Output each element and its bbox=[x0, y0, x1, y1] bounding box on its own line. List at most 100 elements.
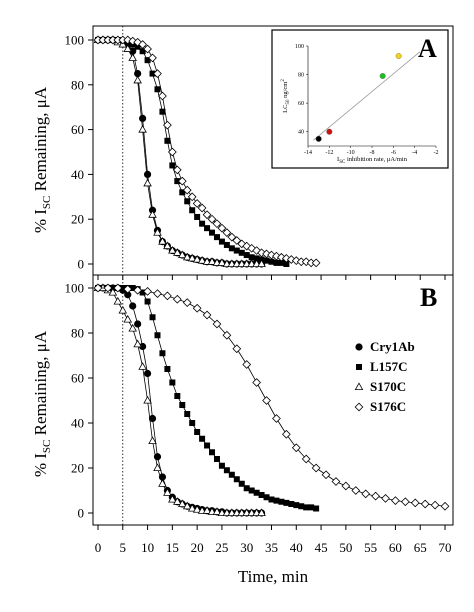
data-point-l157c bbox=[308, 504, 315, 511]
data-point-l157c bbox=[134, 43, 141, 50]
data-point-s170c bbox=[257, 508, 266, 516]
plot-frame bbox=[92, 274, 454, 526]
data-point-s176c bbox=[242, 360, 252, 369]
data-point-l157c bbox=[238, 249, 245, 256]
data-point-l157c bbox=[213, 234, 220, 241]
data-point-s170c bbox=[133, 75, 142, 84]
data-point-cry1ab bbox=[129, 302, 137, 310]
data-point-s176c bbox=[222, 330, 232, 340]
data-point-l157c bbox=[223, 467, 230, 474]
data-point-l157c bbox=[184, 411, 191, 417]
data-point-l157c bbox=[184, 198, 191, 205]
y-tick-label: 40 bbox=[71, 167, 84, 182]
data-point-s176c bbox=[282, 254, 291, 263]
x-tick-label: 15 bbox=[166, 540, 179, 555]
data-point-l157c bbox=[164, 366, 171, 372]
data-point-s170c bbox=[143, 395, 152, 404]
data-point-s176c bbox=[217, 223, 227, 233]
data-point-l157c bbox=[258, 492, 265, 498]
data-point-l157c bbox=[119, 285, 126, 291]
data-point-s176c bbox=[163, 291, 172, 301]
data-point-l157c bbox=[154, 86, 161, 93]
data-point-s176c bbox=[291, 443, 301, 453]
x-tick-label: 35 bbox=[265, 540, 278, 555]
data-point-s176c bbox=[202, 210, 212, 220]
inset-x-tick-label: -2 bbox=[434, 150, 439, 156]
data-point-l157c bbox=[278, 259, 285, 266]
data-point-s176c bbox=[103, 283, 113, 293]
data-point-s170c bbox=[182, 501, 192, 510]
data-point-s170c bbox=[158, 236, 167, 245]
inset-x-label: ISC inhibition rate, μA/min bbox=[337, 156, 408, 165]
data-point-s176c bbox=[158, 91, 167, 101]
data-point-s176c bbox=[148, 53, 157, 63]
data-point-l157c bbox=[144, 298, 151, 305]
data-point-s176c bbox=[163, 120, 172, 130]
data-point-cry1ab bbox=[143, 170, 152, 178]
data-point-l157c bbox=[194, 213, 201, 220]
legend-marker-s176c bbox=[354, 402, 364, 412]
data-point-s176c bbox=[182, 185, 192, 195]
data-point-s176c bbox=[286, 255, 296, 264]
data-point-s176c bbox=[222, 228, 232, 238]
y-tick-label: 60 bbox=[71, 371, 84, 386]
panel-b: 0 20 40 60 80 100 0 5 10 15 20 25 30 35 40 45 50 55 60 65 70 bbox=[65, 274, 454, 555]
data-point-s176c bbox=[440, 501, 450, 511]
data-point-l157c bbox=[228, 245, 235, 252]
data-point-s176c bbox=[262, 396, 271, 405]
data-point-l157c bbox=[233, 247, 240, 254]
data-point-l157c bbox=[159, 108, 166, 115]
inset-y-label: LC50 ng/cm2 bbox=[281, 79, 291, 113]
data-point-s170c bbox=[177, 250, 187, 259]
data-point-s170c bbox=[182, 252, 192, 261]
y-tick-label: 20 bbox=[71, 461, 84, 476]
data-point-l157c bbox=[164, 137, 171, 144]
x-tick-label: 30 bbox=[240, 540, 253, 555]
data-point-s170c bbox=[163, 241, 172, 250]
data-point-s170c bbox=[192, 254, 202, 263]
data-point-s170c bbox=[148, 210, 157, 218]
data-point-l157c bbox=[174, 393, 181, 399]
data-point-s176c bbox=[400, 497, 410, 507]
data-point-s170c bbox=[123, 44, 133, 52]
data-point-s170c bbox=[138, 124, 147, 133]
data-point-s176c bbox=[321, 470, 331, 480]
data-point-s176c bbox=[331, 477, 341, 486]
x-tick-label: 0 bbox=[95, 540, 102, 555]
data-point-s170c bbox=[158, 479, 167, 487]
data-point-s170c bbox=[118, 305, 128, 314]
inset-x-tick-label: -4 bbox=[412, 150, 417, 156]
data-point-s170c bbox=[153, 463, 162, 472]
inset-x-tick-label: -10 bbox=[347, 150, 355, 156]
data-point-l157c bbox=[213, 456, 220, 462]
data-point-s176c bbox=[291, 256, 301, 266]
data-point-s170c bbox=[113, 296, 123, 305]
data-point-s170c bbox=[197, 256, 207, 264]
data-point-s170c bbox=[173, 497, 182, 505]
data-point-s176c bbox=[252, 378, 261, 387]
inset-x-tick-label: -12 bbox=[325, 150, 333, 156]
data-point-s170c bbox=[212, 507, 222, 515]
data-point-s170c bbox=[163, 488, 172, 496]
data-point-l157c bbox=[303, 504, 310, 511]
data-point-l157c bbox=[273, 497, 280, 504]
data-point-l157c bbox=[169, 162, 176, 169]
data-point-s170c bbox=[133, 339, 142, 348]
data-point-l157c bbox=[189, 420, 196, 426]
data-point-l157c bbox=[283, 261, 290, 267]
data-point-l157c bbox=[243, 252, 250, 259]
y-tick-label: 60 bbox=[71, 122, 84, 137]
panel-a: 0 20 40 60 80 100 bbox=[65, 25, 454, 280]
inset-y-tick-label: 80 bbox=[298, 73, 304, 79]
x-tick-label: 5 bbox=[120, 540, 127, 555]
data-point-s170c bbox=[138, 362, 147, 370]
series-line-l157c bbox=[98, 39, 287, 265]
data-point-l157c bbox=[189, 207, 196, 214]
data-point-l157c bbox=[149, 70, 156, 77]
data-point-s176c bbox=[212, 319, 222, 329]
data-point-l157c bbox=[149, 314, 156, 321]
legend-marker-s170c bbox=[354, 382, 364, 391]
data-point-s176c bbox=[182, 298, 192, 307]
data-point-s170c bbox=[143, 178, 152, 187]
